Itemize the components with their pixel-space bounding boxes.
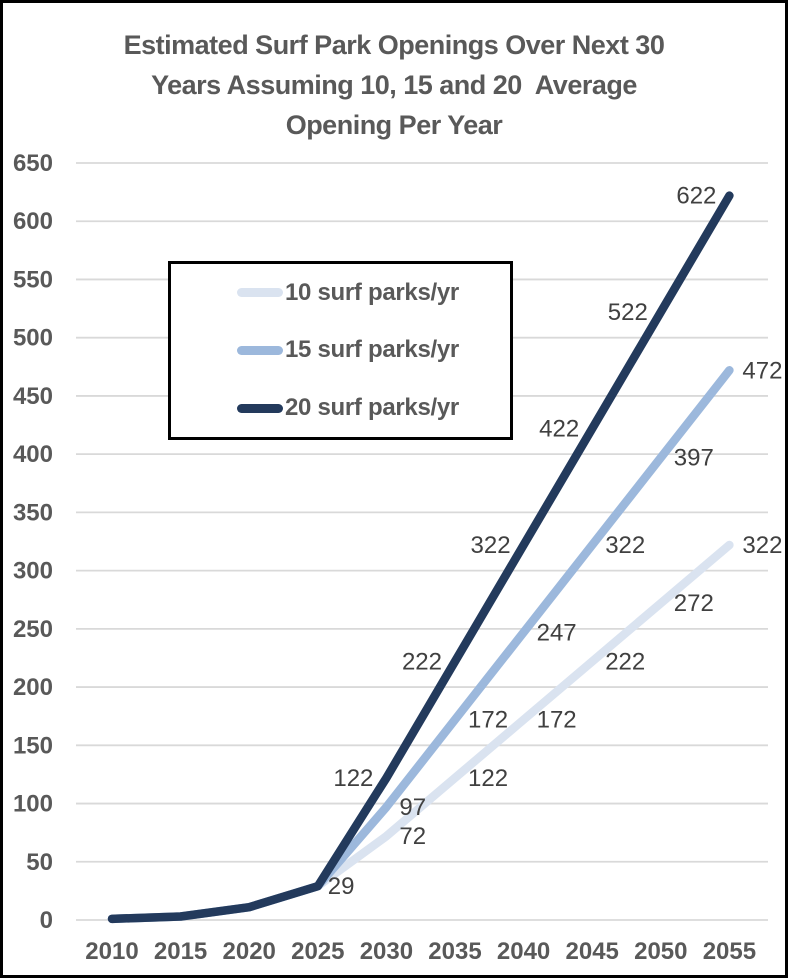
series-line-20-surf-parks-yr bbox=[107, 191, 734, 924]
data-label: 272 bbox=[674, 590, 714, 617]
y-tick-label: 100 bbox=[13, 791, 53, 818]
y-tick-label: 300 bbox=[13, 558, 53, 585]
data-label: 97 bbox=[399, 794, 426, 821]
data-label: 122 bbox=[468, 765, 508, 792]
line-chart-plot: 0 50 100 150 200 250 300 350 400 450 500 550 600 650 2… bbox=[13, 150, 782, 965]
x-tick-label: 2055 bbox=[703, 938, 756, 965]
legend-label-10: 10 surf parks/yr bbox=[285, 278, 459, 306]
data-label: 172 bbox=[537, 707, 577, 734]
data-label-start: 29 bbox=[328, 873, 355, 900]
y-tick-label: 250 bbox=[13, 616, 53, 643]
x-tick-label: 2020 bbox=[223, 938, 276, 965]
series-line-10-surf-parks-yr bbox=[107, 540, 734, 924]
data-label: 622 bbox=[676, 183, 716, 210]
data-label: 522 bbox=[608, 299, 648, 326]
legend-label-15: 15 surf parks/yr bbox=[285, 336, 459, 364]
data-label: 222 bbox=[402, 648, 442, 675]
x-tick-label: 2030 bbox=[360, 938, 413, 965]
chart-legend: 10 surf parks/yr 15 surf parks/yr 20 sur… bbox=[168, 261, 513, 440]
x-tick-label: 2035 bbox=[428, 938, 481, 965]
legend-item-20-surf-parks: 20 surf parks/yr bbox=[171, 394, 510, 422]
x-tick-label: 2015 bbox=[154, 938, 207, 965]
data-label: 397 bbox=[674, 445, 714, 472]
chart-title-line-3: Opening Per Year bbox=[285, 110, 503, 140]
x-tick-label: 2010 bbox=[85, 938, 138, 965]
legend-line-swatch-10 bbox=[237, 288, 283, 298]
y-tick-label: 50 bbox=[26, 849, 53, 876]
legend-label-20: 20 surf parks/yr bbox=[285, 394, 459, 422]
y-tick-label: 600 bbox=[13, 208, 53, 235]
chart-title-line-1: Estimated Surf Park Openings Over Next 3… bbox=[123, 30, 665, 60]
y-tick-label: 550 bbox=[13, 266, 53, 293]
legend-item-10-surf-parks: 10 surf parks/yr bbox=[171, 279, 510, 307]
data-label: 222 bbox=[605, 648, 645, 675]
data-label: 472 bbox=[742, 357, 782, 384]
legend-line-swatch-15 bbox=[237, 345, 283, 355]
chart-title: Estimated Surf Park Openings Over Next 3… bbox=[3, 25, 785, 145]
legend-line-swatch-20 bbox=[237, 403, 283, 413]
data-label: 322 bbox=[471, 532, 511, 559]
data-label: 172 bbox=[468, 707, 508, 734]
data-label: 122 bbox=[333, 765, 373, 792]
y-tick-label: 350 bbox=[13, 499, 53, 526]
x-tick-label: 2045 bbox=[566, 938, 619, 965]
y-tick-label: 650 bbox=[13, 150, 53, 177]
y-tick-label: 500 bbox=[13, 325, 53, 352]
y-tick-label: 450 bbox=[13, 383, 53, 410]
y-tick-label: 0 bbox=[40, 907, 53, 934]
data-label: 422 bbox=[539, 416, 579, 443]
data-label: 247 bbox=[537, 619, 577, 646]
chart-title-line-2: Years Assuming 10, 15 and 20 Average bbox=[151, 70, 637, 100]
legend-item-15-surf-parks: 15 surf parks/yr bbox=[171, 336, 510, 364]
x-tick-label: 2050 bbox=[634, 938, 687, 965]
x-tick-label: 2025 bbox=[291, 938, 344, 965]
data-label: 322 bbox=[605, 532, 645, 559]
data-label: 72 bbox=[399, 823, 426, 850]
y-tick-label: 200 bbox=[13, 674, 53, 701]
y-tick-label: 400 bbox=[13, 441, 53, 468]
data-label: 322 bbox=[742, 532, 782, 559]
y-tick-label: 150 bbox=[13, 732, 53, 759]
x-tick-label: 2040 bbox=[497, 938, 550, 965]
